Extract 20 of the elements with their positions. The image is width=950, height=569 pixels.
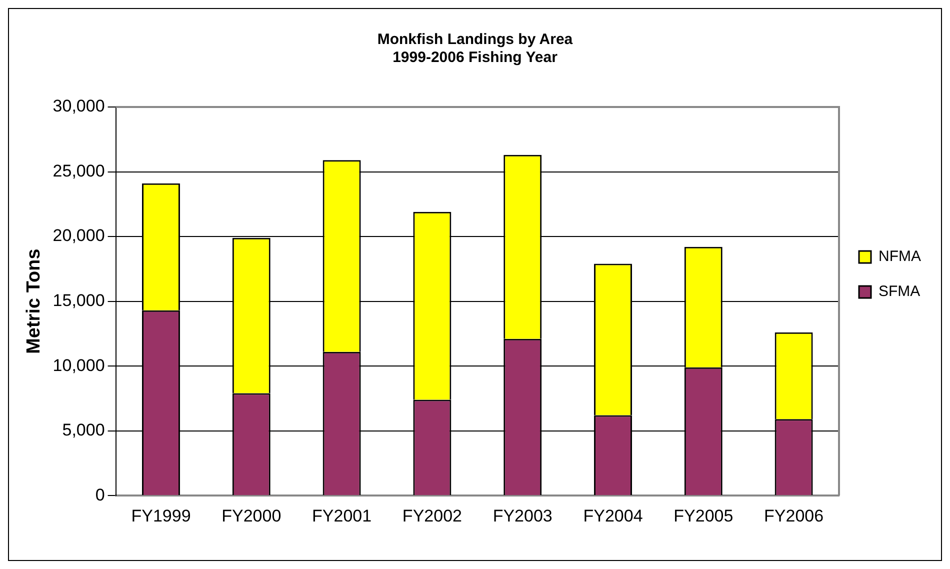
y-tick-label: 30,000 bbox=[52, 96, 105, 116]
x-tick-label: FY2003 bbox=[492, 506, 552, 526]
x-tick-label: FY2001 bbox=[312, 506, 372, 526]
y-axis-title: Metric Tons bbox=[24, 248, 45, 354]
legend-label: NFMA bbox=[878, 248, 922, 266]
text: Monkfish Landings by Area bbox=[377, 31, 573, 48]
legend-label: SFMA bbox=[878, 283, 920, 300]
y-tick-label: 5,000 bbox=[62, 420, 105, 440]
text: 1999-2006 Fishing Year bbox=[392, 49, 558, 66]
x-tick-label: FY2006 bbox=[764, 506, 824, 526]
x-tick-label: FY2002 bbox=[402, 506, 462, 526]
y-tick-label: 25,000 bbox=[52, 161, 105, 180]
x-tick-label: FY2000 bbox=[222, 506, 282, 526]
y-tick-label: 0 bbox=[95, 485, 105, 504]
x-tick-label: FY1999 bbox=[131, 506, 191, 526]
x-tick-label: FY2005 bbox=[674, 506, 734, 526]
y-tick-label: 15,000 bbox=[52, 290, 105, 310]
x-tick-label: FY2004 bbox=[583, 506, 643, 526]
y-tick-label: 10,000 bbox=[52, 356, 105, 375]
y-tick-label: 20,000 bbox=[52, 226, 105, 246]
